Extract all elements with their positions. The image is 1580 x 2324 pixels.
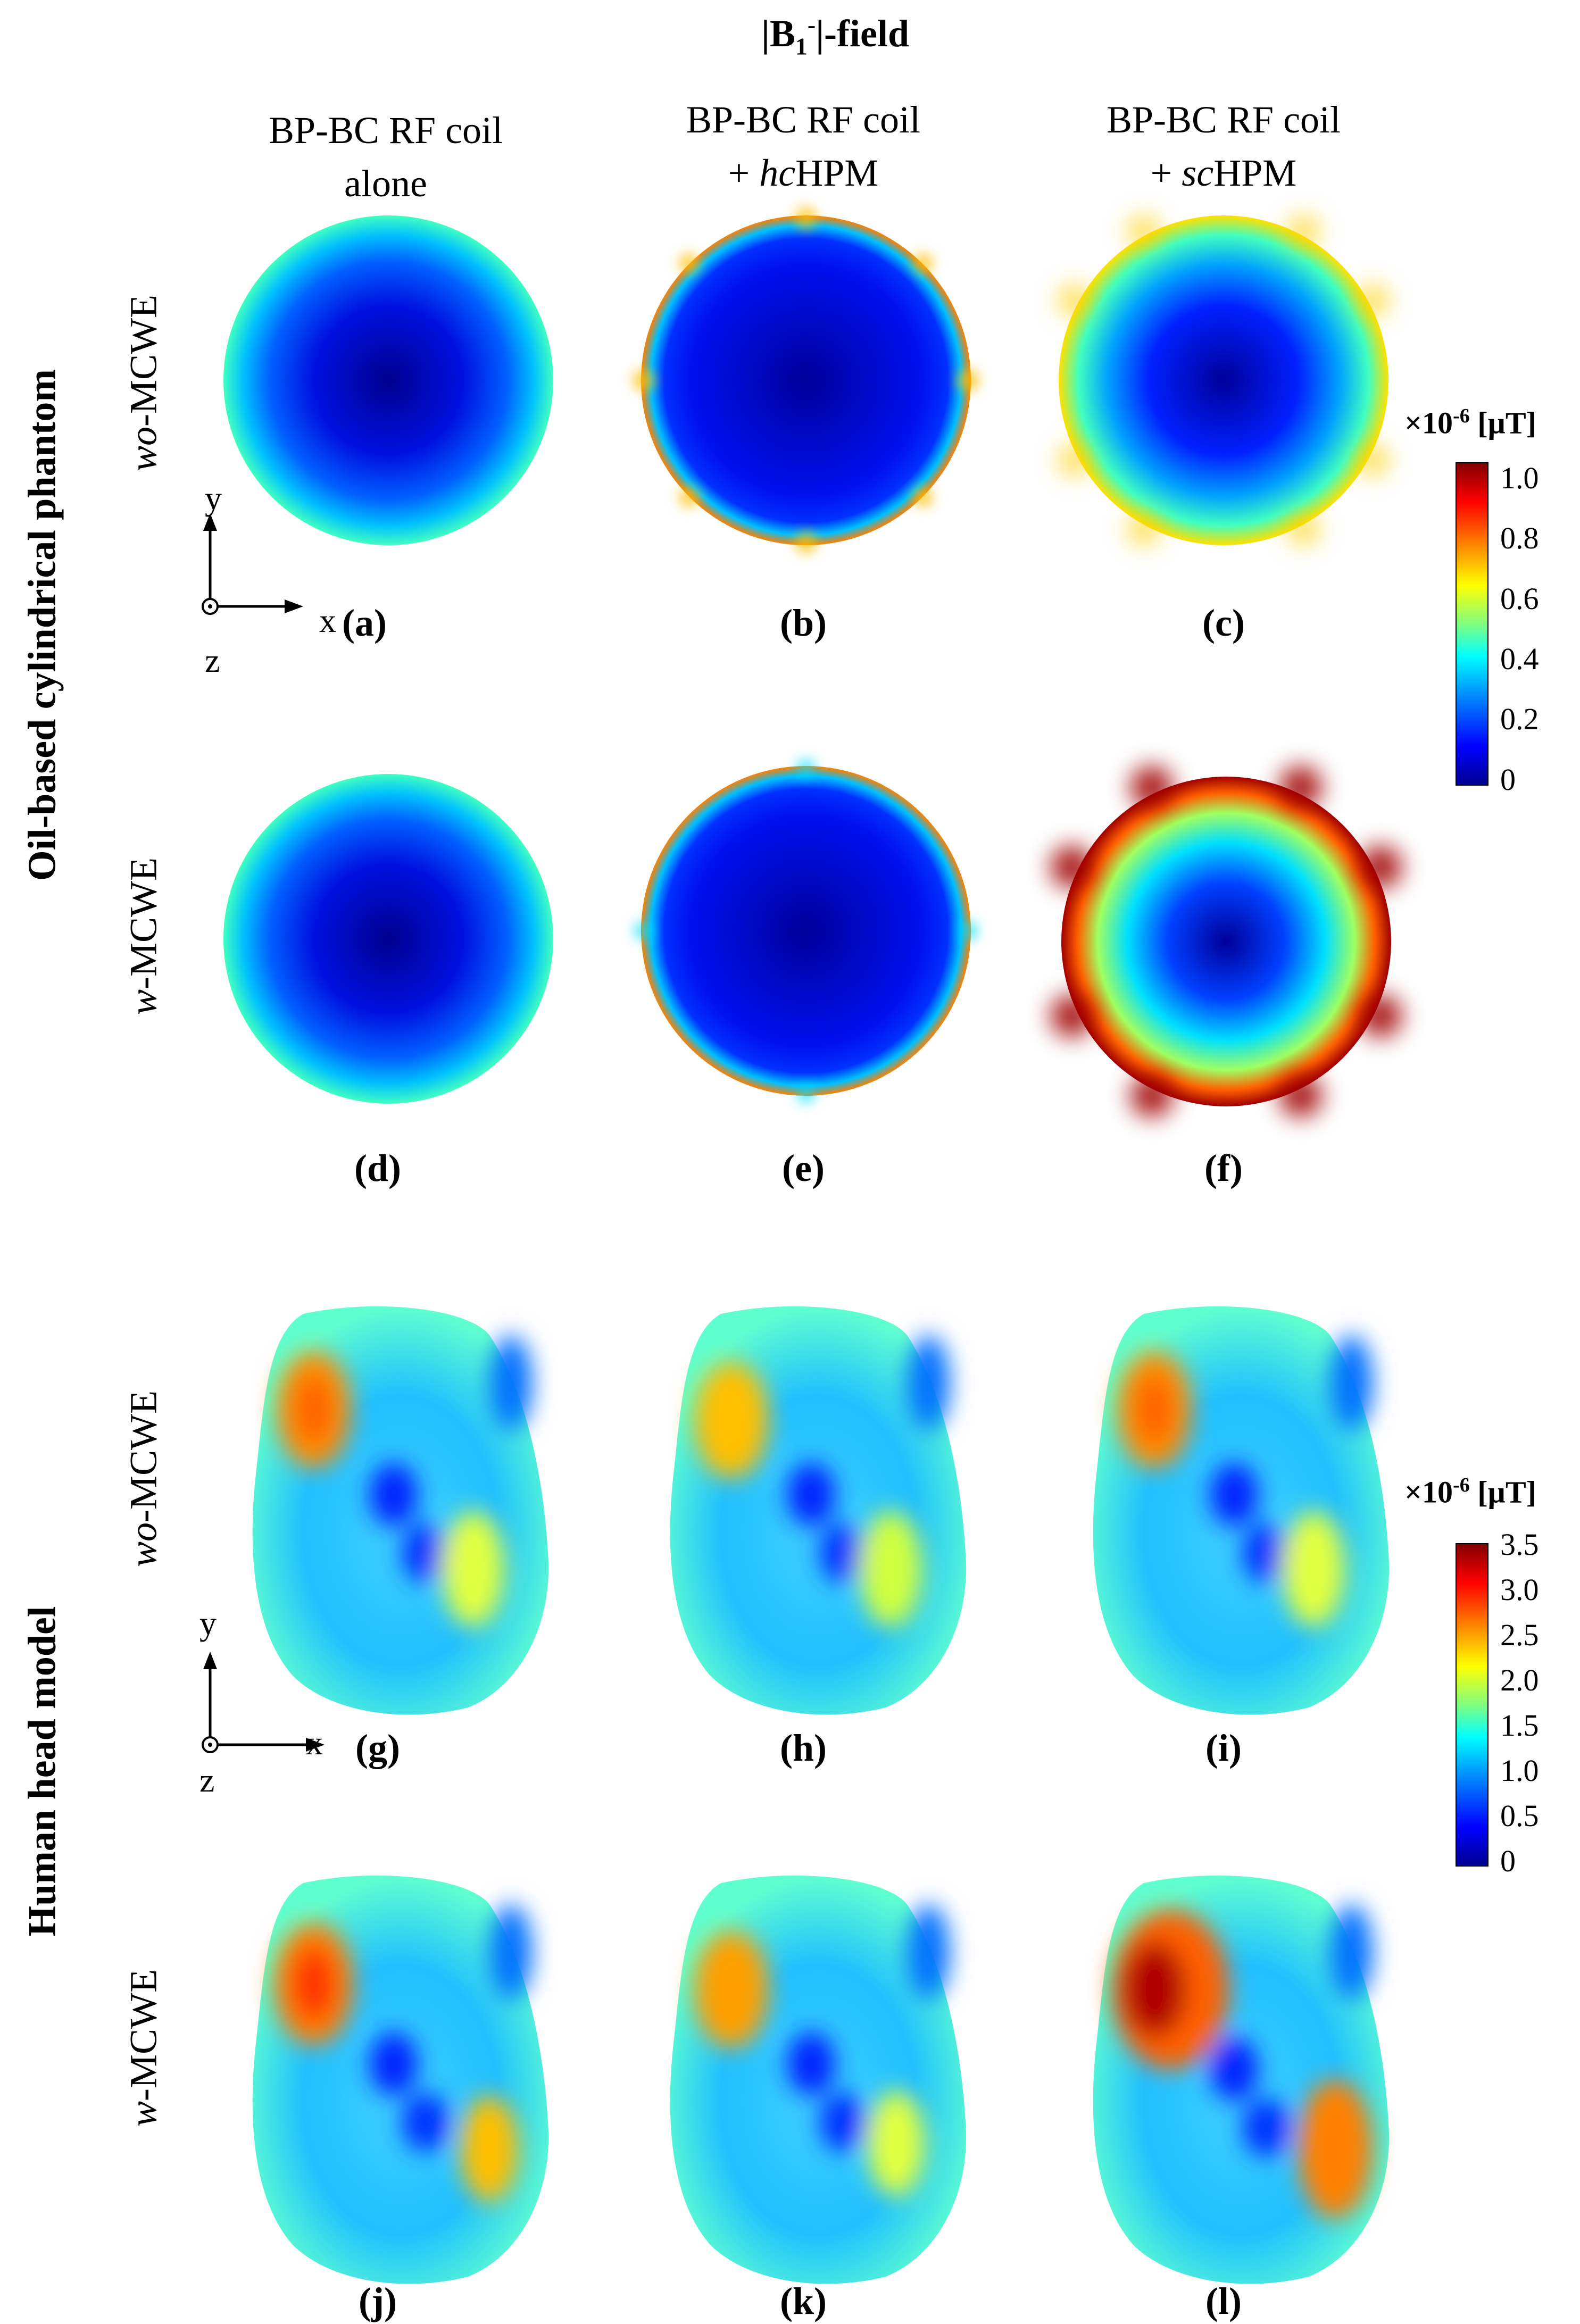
colorbar-tick: 0.6 bbox=[1500, 581, 1539, 616]
colorbar-tick: 1.5 bbox=[1500, 1708, 1539, 1743]
field-map-h bbox=[670, 1306, 967, 1715]
field-map-g bbox=[252, 1306, 549, 1715]
field-map-f bbox=[1051, 766, 1402, 1117]
colorbar-tick: 2.5 bbox=[1500, 1618, 1539, 1652]
axis-y-label-bottom: y bbox=[199, 1604, 217, 1642]
panel-label-j: (j) bbox=[359, 2280, 397, 2322]
section-label-phantom: Oil-based cylindrical phantom bbox=[20, 369, 64, 881]
colorbar-tick: 1.0 bbox=[1500, 461, 1539, 495]
column-header-line2: + scHPM bbox=[1150, 152, 1297, 194]
panel-label-b: (b) bbox=[780, 602, 827, 644]
figure-title: |B1-|-field bbox=[761, 11, 910, 60]
axis-z-label-top: z bbox=[205, 642, 220, 679]
panel-label-k: (k) bbox=[780, 2280, 827, 2322]
field-map-d bbox=[223, 774, 553, 1104]
column-header-1: BP-BC RF coil alone bbox=[173, 104, 598, 210]
row-label-3: wo-MCWE bbox=[122, 1390, 165, 1567]
axis-x-label-top: x bbox=[319, 602, 336, 639]
colorbar-tick: 3.5 bbox=[1500, 1527, 1539, 1562]
axes-icon-top bbox=[202, 513, 303, 615]
colorbar-tick: 0.8 bbox=[1500, 521, 1539, 555]
field-map-c bbox=[1059, 215, 1388, 545]
row-label-2: w-MCWE bbox=[122, 857, 165, 1015]
colorbar-tick: 1.0 bbox=[1500, 1753, 1539, 1788]
field-map-a bbox=[223, 215, 553, 545]
colorbar-tick: 0.5 bbox=[1500, 1798, 1539, 1833]
field-map-k bbox=[670, 1875, 967, 2284]
axis-z-label-bottom: z bbox=[199, 1761, 215, 1799]
column-header-2: BP-BC RF coil + hcHPM bbox=[591, 93, 1016, 199]
axis-x-label-bottom: x bbox=[306, 1724, 323, 1762]
axis-y-label-top: y bbox=[205, 479, 222, 517]
panel-label-a: (a) bbox=[342, 602, 387, 644]
column-header-3: BP-BC RF coil + scHPM bbox=[1011, 93, 1436, 199]
colorbar-tick: 0.2 bbox=[1500, 702, 1539, 736]
panel-label-h: (h) bbox=[780, 1727, 827, 1769]
column-header-line1: BP-BC RF coil bbox=[686, 98, 921, 141]
field-map-i bbox=[1093, 1306, 1390, 1715]
panel-label-c: (c) bbox=[1202, 602, 1245, 644]
colorbar-1 bbox=[1456, 462, 1488, 786]
panel-label-g: (g) bbox=[355, 1727, 400, 1769]
colorbar-title-2: ×10-6 [µT] bbox=[1404, 1474, 1536, 1510]
panel-label-f: (f) bbox=[1204, 1147, 1243, 1189]
colorbar-tick: 0 bbox=[1500, 762, 1516, 797]
axes-icon-bottom bbox=[202, 1652, 325, 1753]
colorbar-title-1: ×10-6 [µT] bbox=[1404, 405, 1536, 440]
colorbar-tick: 0 bbox=[1500, 1844, 1516, 1878]
colorbar-2 bbox=[1456, 1543, 1488, 1867]
panel-label-l: (l) bbox=[1205, 2280, 1242, 2322]
colorbar-tick: 3.0 bbox=[1500, 1572, 1539, 1607]
field-map-e bbox=[634, 759, 978, 1103]
section-label-head: Human head model bbox=[20, 1606, 64, 1937]
field-map-l bbox=[1093, 1875, 1390, 2284]
column-header-line2: + hcHPM bbox=[728, 152, 879, 194]
row-label-1: wo-MCWE bbox=[122, 295, 165, 471]
field-map-b bbox=[633, 207, 979, 553]
column-header-line1: BP-BC RF coil bbox=[268, 109, 503, 152]
field-map-j bbox=[252, 1875, 549, 2284]
panel-label-e: (e) bbox=[782, 1147, 825, 1189]
column-header-line2: alone bbox=[344, 162, 427, 205]
colorbar-tick: 0.4 bbox=[1500, 642, 1539, 676]
row-label-4: w-MCWE bbox=[122, 1969, 165, 2127]
column-header-line1: BP-BC RF coil bbox=[1106, 98, 1341, 141]
colorbar-tick: 2.0 bbox=[1500, 1663, 1539, 1697]
panel-label-d: (d) bbox=[354, 1147, 401, 1189]
panel-label-i: (i) bbox=[1205, 1727, 1242, 1769]
